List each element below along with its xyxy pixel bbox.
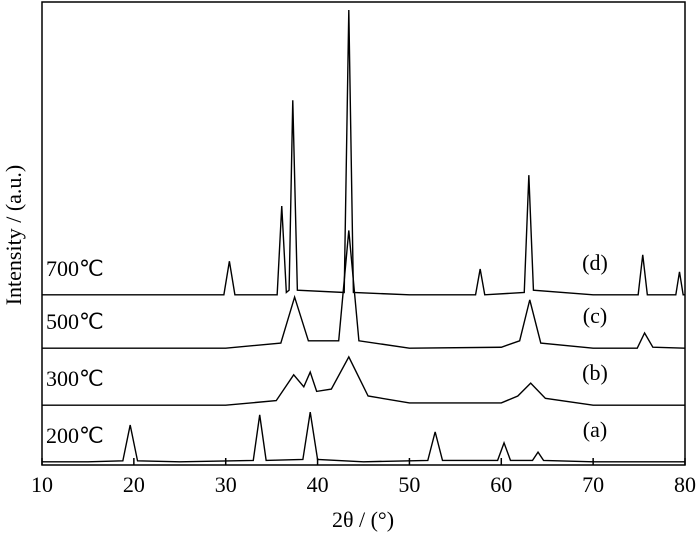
x-tick-label: 30 (215, 472, 237, 497)
temperature-label: 300℃ (46, 366, 104, 391)
spectrum-line (42, 411, 685, 463)
x-axis-label: 2θ / (°) (332, 507, 394, 532)
x-tick-label: 20 (123, 472, 145, 497)
x-tick-label: 80 (674, 472, 696, 497)
curve-label: (d) (582, 250, 608, 275)
temperature-label: 700℃ (46, 256, 104, 281)
curve-label: (c) (583, 303, 607, 328)
spectrum-line (42, 355, 685, 406)
x-tick-label: 70 (582, 472, 604, 497)
plot-frame (41, 1, 686, 466)
x-tick-label: 40 (307, 472, 329, 497)
temperature-label: 500℃ (46, 309, 104, 334)
curve-label: (b) (582, 360, 608, 385)
spectrum-line (42, 10, 685, 296)
y-axis-label: Intensity / (a.u.) (1, 165, 26, 306)
curve-label: (a) (583, 417, 607, 442)
x-tick-label: 60 (490, 472, 512, 497)
x-tick-label: 10 (31, 472, 53, 497)
x-tick-label: 50 (398, 472, 420, 497)
temperature-label: 200℃ (46, 423, 104, 448)
spectrum-line (42, 230, 686, 349)
